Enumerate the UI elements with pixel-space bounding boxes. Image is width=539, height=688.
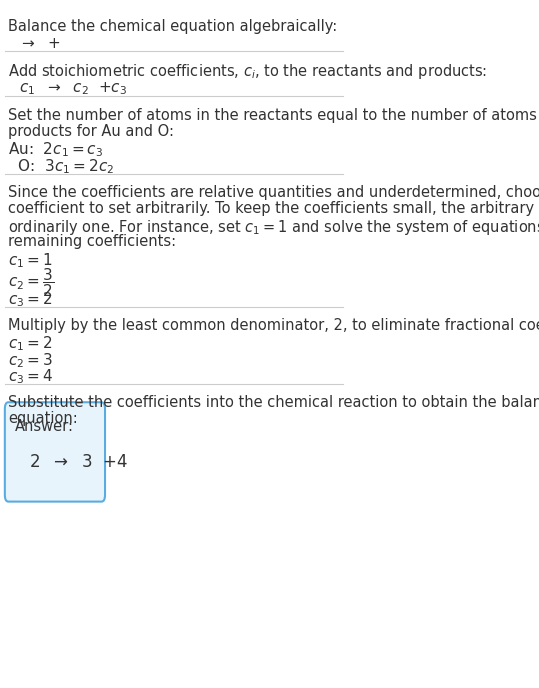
Text: $c_1$  $\rightarrow$  $c_2$  +$c_3$: $c_1$ $\rightarrow$ $c_2$ +$c_3$ [19, 80, 127, 97]
Text: equation:: equation: [8, 411, 78, 426]
Text: O:  $3c_1 = 2c_2$: O: $3c_1 = 2c_2$ [8, 157, 115, 175]
Text: 2  $\rightarrow$  3  +4: 2 $\rightarrow$ 3 +4 [29, 453, 128, 471]
Text: Add stoichiometric coefficients, $c_i$, to the reactants and products:: Add stoichiometric coefficients, $c_i$, … [8, 62, 487, 80]
FancyBboxPatch shape [5, 402, 105, 502]
Text: Since the coefficients are relative quantities and underdetermined, choose a: Since the coefficients are relative quan… [8, 185, 539, 200]
Text: $c_3 = 2$: $c_3 = 2$ [8, 290, 53, 309]
Text: $c_1 = 1$: $c_1 = 1$ [8, 251, 53, 270]
Text: Set the number of atoms in the reactants equal to the number of atoms in the: Set the number of atoms in the reactants… [8, 107, 539, 122]
Text: $c_2 = 3$: $c_2 = 3$ [8, 351, 53, 369]
Text: Answer:: Answer: [15, 420, 74, 434]
Text: Au:  $2c_1 = c_3$: Au: $2c_1 = c_3$ [8, 140, 103, 159]
Text: coefficient to set arbitrarily. To keep the coefficients small, the arbitrary va: coefficient to set arbitrarily. To keep … [8, 202, 539, 217]
Text: $c_1 = 2$: $c_1 = 2$ [8, 334, 53, 353]
Text: ordinarily one. For instance, set $c_1 = 1$ and solve the system of equations fo: ordinarily one. For instance, set $c_1 =… [8, 218, 539, 237]
Text: $c_2 = \dfrac{3}{2}$: $c_2 = \dfrac{3}{2}$ [8, 266, 54, 299]
Text: products for Au and O:: products for Au and O: [8, 124, 174, 139]
Text: remaining coefficients:: remaining coefficients: [8, 235, 176, 249]
Text: Balance the chemical equation algebraically:: Balance the chemical equation algebraica… [8, 19, 337, 34]
Text: Multiply by the least common denominator, 2, to eliminate fractional coefficient: Multiply by the least common denominator… [8, 318, 539, 333]
Text: Substitute the coefficients into the chemical reaction to obtain the balanced: Substitute the coefficients into the che… [8, 395, 539, 410]
Text: $\rightarrow$  +: $\rightarrow$ + [19, 36, 60, 51]
Text: $c_3 = 4$: $c_3 = 4$ [8, 367, 53, 386]
